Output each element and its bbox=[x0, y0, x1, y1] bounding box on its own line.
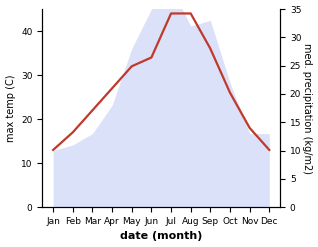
Y-axis label: max temp (C): max temp (C) bbox=[5, 74, 16, 142]
Y-axis label: med. precipitation (kg/m2): med. precipitation (kg/m2) bbox=[302, 43, 313, 174]
X-axis label: date (month): date (month) bbox=[120, 231, 203, 242]
